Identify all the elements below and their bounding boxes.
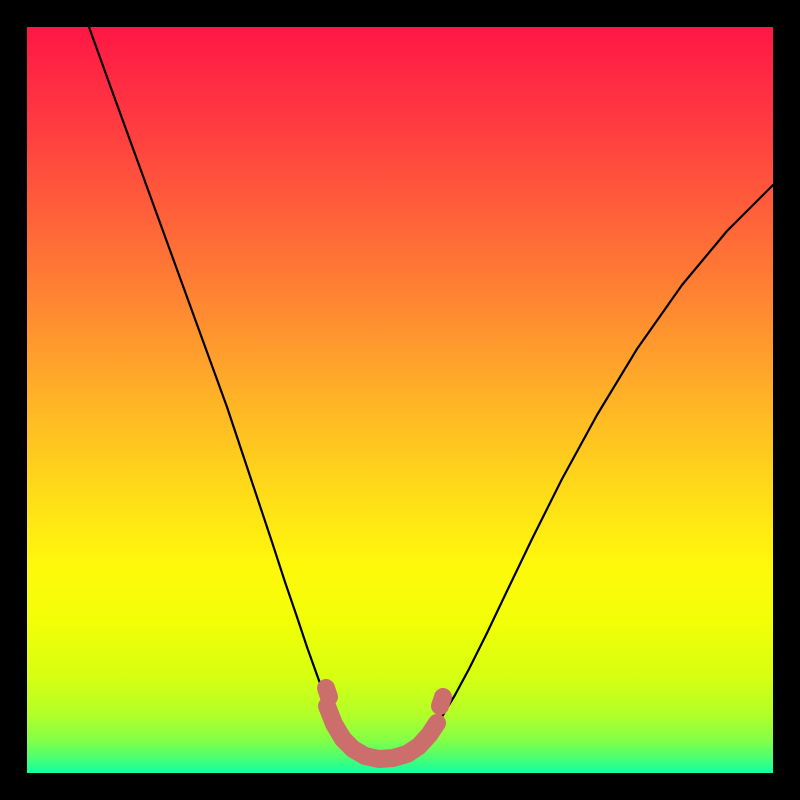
gradient-background [27,27,773,773]
chart-stage: TheBottleneck.com [0,0,800,800]
frame-border-bottom [0,773,800,800]
frame-border-top [0,0,800,27]
bottleneck-curve-chart [27,27,773,773]
frame-border-right [773,0,800,800]
frame-border-left [0,0,27,800]
plot-area [27,27,773,773]
